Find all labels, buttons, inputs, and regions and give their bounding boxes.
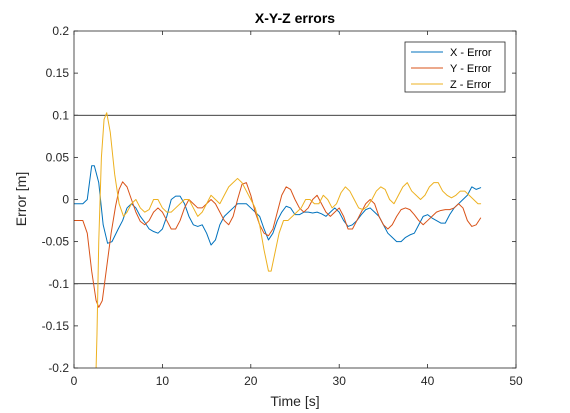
x-tick-label: 20 [244, 374, 258, 388]
series-group [74, 112, 482, 368]
x-tick-label: 40 [421, 374, 435, 388]
y-tick-label: 0.1 [52, 108, 69, 122]
x-tick-label: 0 [71, 374, 78, 388]
axes: 0 10 20 30 40 50 -0.2 -0.15 -0.1 -0.05 0 0.05 0.1 0.1… [42, 24, 523, 388]
legend-label: Z - Error [450, 79, 491, 91]
y-tick-label: -0.05 [42, 235, 70, 249]
x-tick-label: 10 [156, 374, 170, 388]
series-line-3 [95, 112, 482, 368]
y-tick-label: -0.15 [42, 319, 70, 333]
y-axis-label: Error [m] [13, 172, 29, 226]
legend-label: X - Error [450, 47, 492, 59]
y-tick-label: -0.2 [48, 361, 69, 375]
y-tick-label: 0.15 [46, 66, 70, 80]
x-axis-label: Time [s] [270, 393, 319, 409]
y-tick-label: -0.1 [48, 277, 69, 291]
x-tick-label: 50 [509, 374, 523, 388]
y-tick-label: 0.2 [52, 24, 69, 38]
series-line-1 [74, 165, 482, 246]
reference-lines [74, 114, 516, 285]
x-tick-label: 30 [333, 374, 347, 388]
series-line-2 [74, 181, 482, 308]
legend-label: Y - Error [450, 63, 492, 75]
chart-title: X-Y-Z errors [255, 10, 335, 26]
legend: X - Error Y - Error Z - Error [404, 41, 506, 93]
y-tick-label: 0 [62, 193, 69, 207]
y-tick-label: 0.05 [46, 150, 70, 164]
